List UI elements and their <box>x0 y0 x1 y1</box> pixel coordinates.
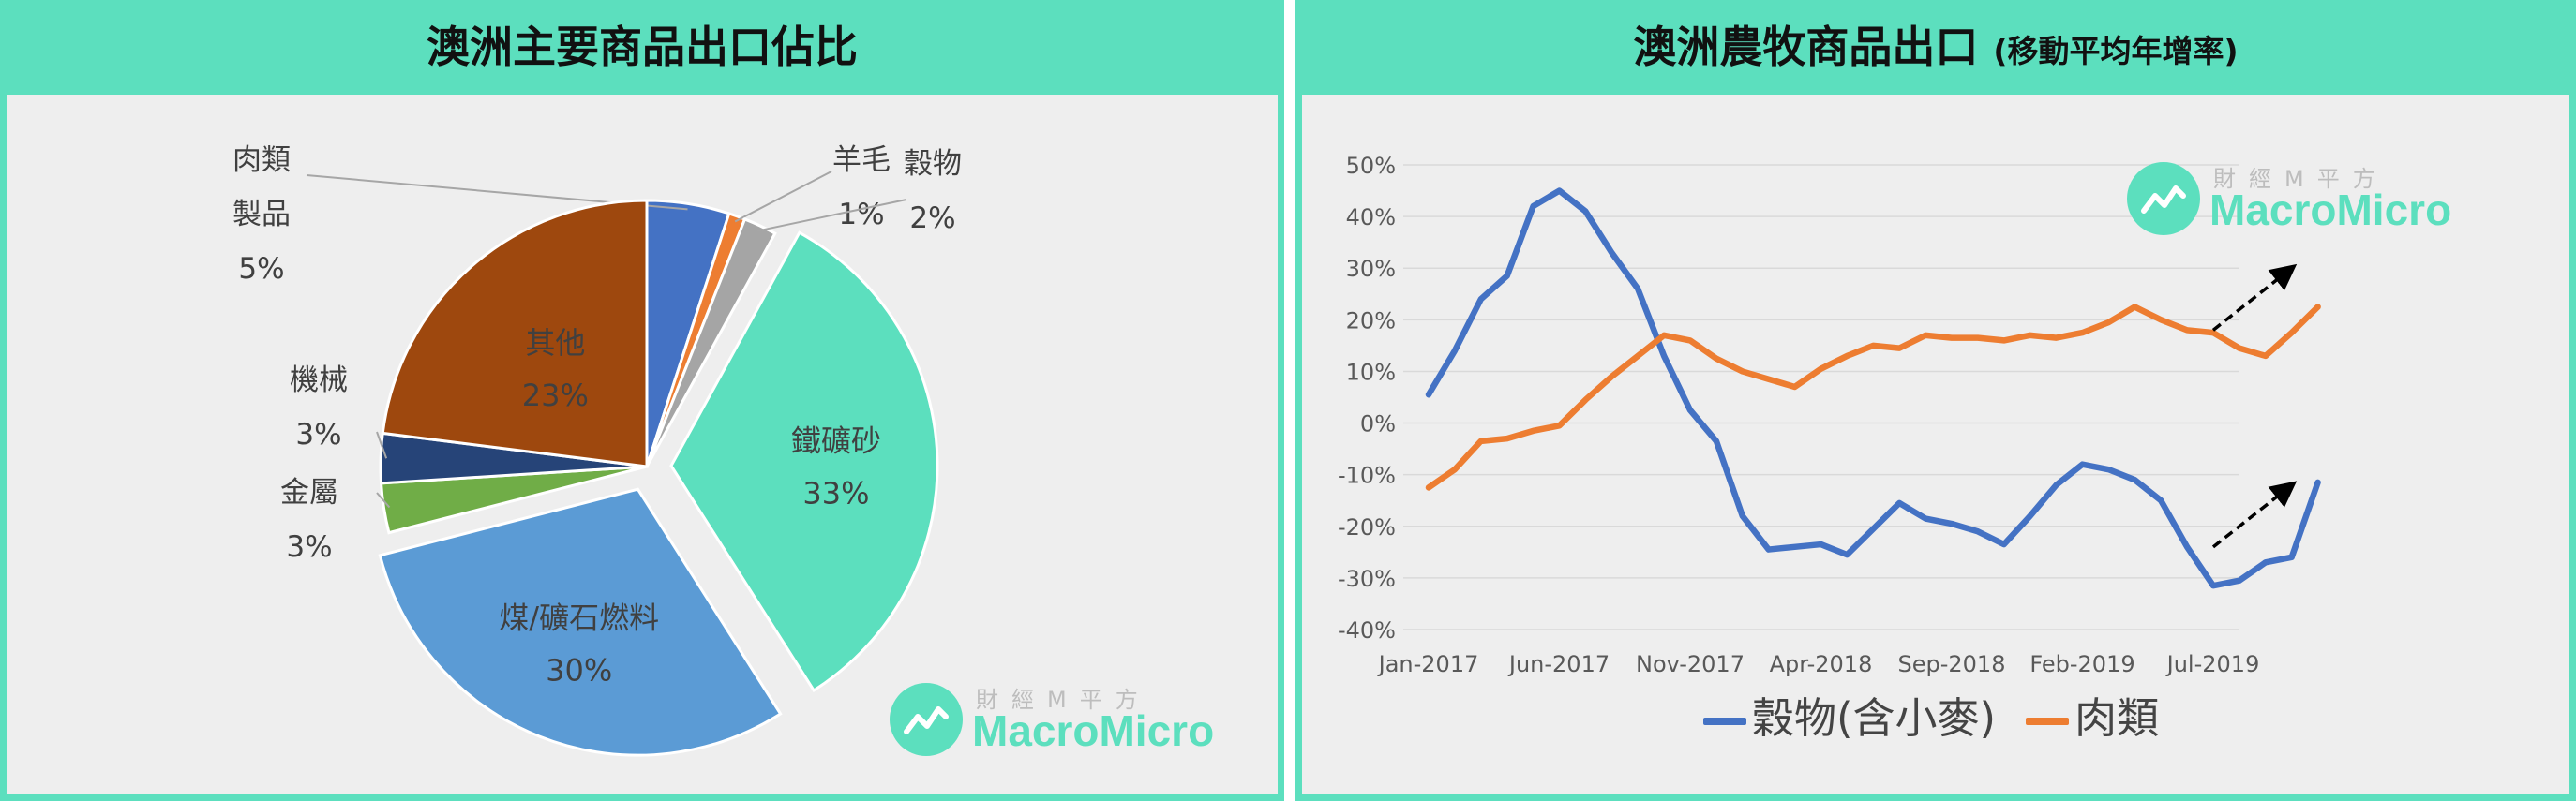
pie-slice-4 <box>669 230 939 693</box>
watermark-english: MacroMicro <box>972 706 1215 755</box>
pie-label-3-line-1: 穀物 <box>904 147 962 181</box>
pie-leader-3 <box>757 199 907 232</box>
y-tick-label-7: -10% <box>1338 463 1396 489</box>
pie-slice-3 <box>645 216 777 467</box>
legend-swatch-1 <box>1703 718 1746 725</box>
trend-arrow-1 <box>2211 263 2298 332</box>
macromicro-logo-icon <box>890 683 963 756</box>
pie-label-2-line-2: 1% <box>838 198 884 231</box>
pie-label-2-line-1: 羊毛 <box>832 143 891 177</box>
y-tick-label-10: -40% <box>1338 617 1396 644</box>
pie-leader-6 <box>376 492 391 509</box>
line-chart-legend: 穀物(含小麥) 肉類 <box>1703 690 2189 747</box>
trend-arrow-2 <box>2211 481 2298 549</box>
line-plot-area: 50% 40% 30% 20% 10% 0% -10% -20% -30% -40% Jan-201… <box>1302 95 2569 794</box>
series-line-2 <box>1425 304 2321 491</box>
pie-chart-title: 澳洲主要商品出口佔比 <box>427 22 858 72</box>
x-tick-label-5: Sep-2018 <box>1898 651 2006 677</box>
pie-leader-7 <box>376 431 388 459</box>
pie-label-4-line-1: 鐵礦砂 <box>791 423 881 459</box>
watermark-chinese: 財經M平方 <box>976 687 1151 713</box>
y-tick-label-8: -20% <box>1338 514 1396 541</box>
pie-label-1-line-3: 5% <box>238 252 284 286</box>
legend-item-1: 穀物(含小麥) <box>1703 690 1996 747</box>
legend-item-2: 肉類 <box>2026 690 2159 747</box>
y-tick-label-2: 40% <box>1346 204 1396 230</box>
pie-label-4-line-2: 33% <box>802 476 869 512</box>
pie-label-3-line-2: 2% <box>909 201 955 235</box>
pie-label-6-line-2: 3% <box>286 530 332 564</box>
pie-label-8-line-1: 其他 <box>525 325 585 361</box>
pie-label-7-line-1: 機械 <box>290 363 348 397</box>
pie-label-5-line-2: 30% <box>546 653 612 689</box>
x-tick-label-1: Jan-2017 <box>1377 651 1479 677</box>
pie-label-6-line-1: 金屬 <box>280 476 338 510</box>
x-tick-label-3: Nov-2017 <box>1636 651 1745 677</box>
pie-slice-8 <box>381 199 649 468</box>
y-tick-label-6: 0% <box>1360 411 1396 438</box>
legend-label-1: 穀物(含小麥) <box>1752 693 1997 743</box>
pie-label-1-line-2: 製品 <box>232 198 291 231</box>
right-chart-panel: 澳洲農牧商品出口 (移動平均年增率) 50% 40% 30% 20% 10% 0% -10%… <box>1295 0 2576 801</box>
watermark-english: MacroMicro <box>2209 185 2452 234</box>
series-line-1 <box>1425 187 2321 589</box>
x-tick-label-6: Feb-2019 <box>2029 651 2134 677</box>
line-chart-subtitle: (移動平均年增率) <box>1993 33 2239 69</box>
pie-label-7-line-2: 3% <box>295 418 341 452</box>
y-tick-label-5: 10% <box>1346 359 1396 385</box>
line-chart: 50% 40% 30% 20% 10% 0% -10% -20% -30% -40% Jan-201… <box>1338 153 2321 677</box>
y-tick-label-1: 50% <box>1346 153 1396 179</box>
pie-slice-5 <box>378 487 783 757</box>
left-chart-panel: 澳洲主要商品出口佔比 肉類製品 5% 羊毛 1% 穀物 2% 鐵礦砂 33% 煤/礦石燃料 30%… <box>0 0 1284 801</box>
pie-plot-area: 肉類製品 5% 羊毛 1% 穀物 2% 鐵礦砂 33% 煤/礦石燃料 30% 金屬 3% 機械 3% 其他 2… <box>7 95 1278 794</box>
pie-label-5-line-1: 煤/礦石燃料 <box>499 601 659 636</box>
legend-label-2: 肉類 <box>2074 693 2160 743</box>
x-tick-label-4: Apr-2018 <box>1770 651 1873 677</box>
x-tick-label-2: Jun-2017 <box>1507 651 1610 677</box>
line-chart-title-main: 澳洲農牧商品出口 <box>1633 22 1979 72</box>
pie-label-8-line-2: 23% <box>522 378 589 413</box>
watermark-chinese: 財經M平方 <box>2213 166 2389 192</box>
y-tick-label-3: 30% <box>1346 256 1396 282</box>
pie-leader-2 <box>734 171 832 223</box>
y-tick-label-9: -30% <box>1338 566 1396 592</box>
legend-swatch-2 <box>2026 718 2070 725</box>
macromicro-logo-icon <box>2127 162 2200 235</box>
x-tick-label-7: Jul-2019 <box>2165 651 2260 677</box>
pie-label-1-line-1: 肉類 <box>232 143 291 177</box>
line-chart-title: 澳洲農牧商品出口 (移動平均年增率) <box>1295 0 2576 94</box>
y-tick-label-4: 20% <box>1346 307 1396 334</box>
